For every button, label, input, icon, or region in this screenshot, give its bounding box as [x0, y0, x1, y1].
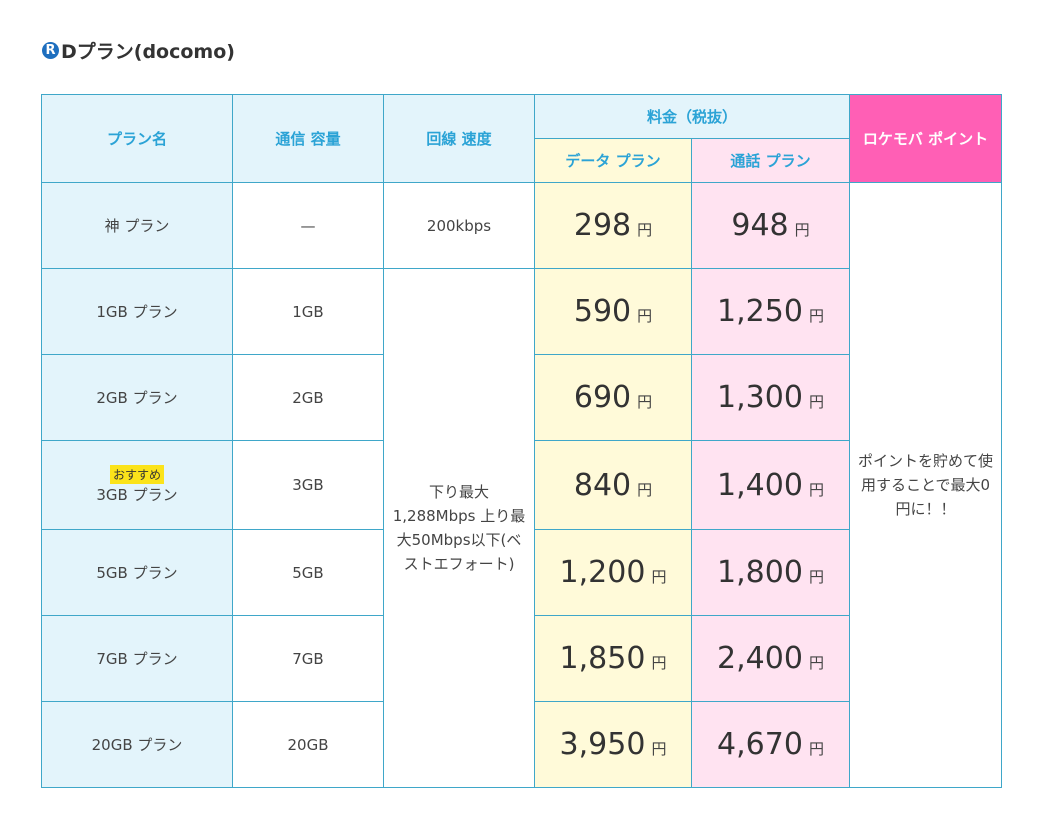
title-text: Dプラン(docomo) — [61, 41, 235, 63]
call-price-cell: 1,250 円 — [690, 268, 851, 355]
capacity-cell: 7GB — [232, 615, 384, 702]
yen-unit: 円 — [808, 307, 824, 325]
data-price: 690 — [573, 380, 632, 415]
capacity-cell: 3GB — [232, 440, 384, 530]
data-price: 590 — [573, 294, 632, 329]
plan-name-cell: 1GB プラン — [41, 268, 233, 355]
yen-unit: 円 — [794, 221, 810, 239]
points-note: ポイントを貯めて使用することで最大0円に！！ — [849, 182, 1003, 788]
brand-logo-icon: R — [42, 42, 59, 59]
table-row: 2GB プラン 2GB 690 円 1,300 円 — [41, 354, 1002, 441]
yen-unit: 円 — [651, 740, 667, 758]
data-price-cell: 3,950 円 — [534, 701, 692, 788]
header-data-plan: データ プラン — [534, 138, 692, 183]
yen-unit: 円 — [651, 568, 667, 586]
yen-unit: 円 — [808, 654, 824, 672]
plan-name-cell: 7GB プラン — [41, 615, 233, 702]
header-capacity: 通信 容量 — [232, 94, 384, 183]
header-plan-name: プラン名 — [41, 94, 233, 183]
data-price-cell: 1,850 円 — [534, 615, 692, 702]
table-row: 5GB プラン 5GB 1,200 円 1,800 円 — [41, 529, 1002, 616]
capacity-cell: 1GB — [232, 268, 384, 355]
yen-unit: 円 — [808, 740, 824, 758]
data-price-cell: 690 円 — [534, 354, 692, 441]
speed-cell: 200kbps — [383, 182, 535, 269]
yen-unit: 円 — [651, 654, 667, 672]
plan-name: 神 プラン — [104, 217, 170, 235]
yen-unit: 円 — [808, 393, 824, 411]
call-price-cell: 1,400 円 — [690, 440, 851, 530]
plan-name-cell: おすすめ 3GB プラン — [41, 440, 233, 530]
call-price-cell: 1,800 円 — [690, 529, 851, 616]
plan-name: 5GB プラン — [96, 564, 178, 582]
capacity-cell: 20GB — [232, 701, 384, 788]
plan-name-cell: 2GB プラン — [41, 354, 233, 441]
data-price: 840 — [573, 467, 632, 503]
call-price: 4,670 — [717, 727, 803, 762]
yen-unit: 円 — [637, 480, 653, 499]
plan-name: 3GB プラン — [96, 486, 178, 504]
yen-unit: 円 — [637, 221, 653, 239]
table-row: 1GB プラン 1GB 下り最大1,288Mbps 上り最大50Mbps以下(ベスト… — [41, 268, 1002, 788]
plan-name-cell: 5GB プラン — [41, 529, 233, 616]
data-price-cell: 298 円 — [534, 182, 692, 269]
page-title: R Dプラン(docomo) — [42, 37, 235, 64]
plan-name-cell: 神 プラン — [41, 182, 233, 269]
call-price: 948 — [731, 208, 789, 243]
table-row: 7GB プラン 7GB 1,850 円 2,400 円 — [41, 615, 1002, 702]
call-price: 1,300 — [717, 380, 803, 415]
data-price-cell: 1,200 円 — [534, 529, 692, 616]
header-points: ロケモバ ポイント — [849, 94, 1003, 183]
table-row: 20GB プラン 20GB 3,950 円 4,670 円 — [41, 701, 1002, 788]
table-row: 神 プラン —200kbps 298 円 948 円 ポイントを貯めて使用することで最大0円… — [41, 182, 1003, 788]
data-price: 3,950 — [559, 727, 646, 762]
call-price: 1,400 — [717, 467, 803, 503]
header-call-plan: 通話 プラン — [690, 138, 851, 183]
plan-name: 2GB プラン — [96, 389, 178, 407]
call-price: 2,400 — [717, 641, 803, 676]
plan-name: 1GB プラン — [96, 303, 178, 321]
data-price: 298 — [573, 208, 632, 243]
plan-name: 20GB プラン — [91, 736, 183, 754]
call-price: 1,250 — [717, 294, 803, 329]
speed-shared-cell: 下り最大1,288Mbps 上り最大50Mbps以下(ベストエフォート) — [383, 268, 535, 788]
recommended-badge: おすすめ — [109, 465, 164, 484]
data-price-cell: 840 円 — [534, 440, 692, 530]
capacity-cell: 2GB — [232, 354, 384, 441]
data-price-cell: 590 円 — [534, 268, 692, 355]
yen-unit: 円 — [637, 393, 653, 411]
call-price: 1,800 — [717, 555, 803, 590]
plan-name-cell: 20GB プラン — [41, 701, 233, 788]
call-price-cell: 1,300 円 — [690, 354, 851, 441]
capacity-cell: — — [232, 182, 384, 269]
capacity-cell: 5GB — [232, 529, 384, 616]
call-price-cell: 2,400 円 — [690, 615, 851, 702]
yen-unit: 円 — [808, 480, 824, 499]
yen-unit: 円 — [808, 568, 824, 586]
data-price: 1,200 — [559, 555, 646, 590]
call-price-cell: 4,670 円 — [690, 701, 851, 788]
data-price: 1,850 — [559, 641, 646, 676]
plan-table: プラン名 通信 容量 回線 速度 料金（税抜） ロケモバ ポイント データ プラ… — [41, 94, 1003, 788]
header-speed: 回線 速度 — [383, 94, 535, 183]
header-fee: 料金（税抜） — [533, 94, 851, 139]
yen-unit: 円 — [637, 307, 653, 325]
plan-name: 7GB プラン — [96, 650, 178, 668]
call-price-cell: 948 円 — [690, 182, 851, 269]
